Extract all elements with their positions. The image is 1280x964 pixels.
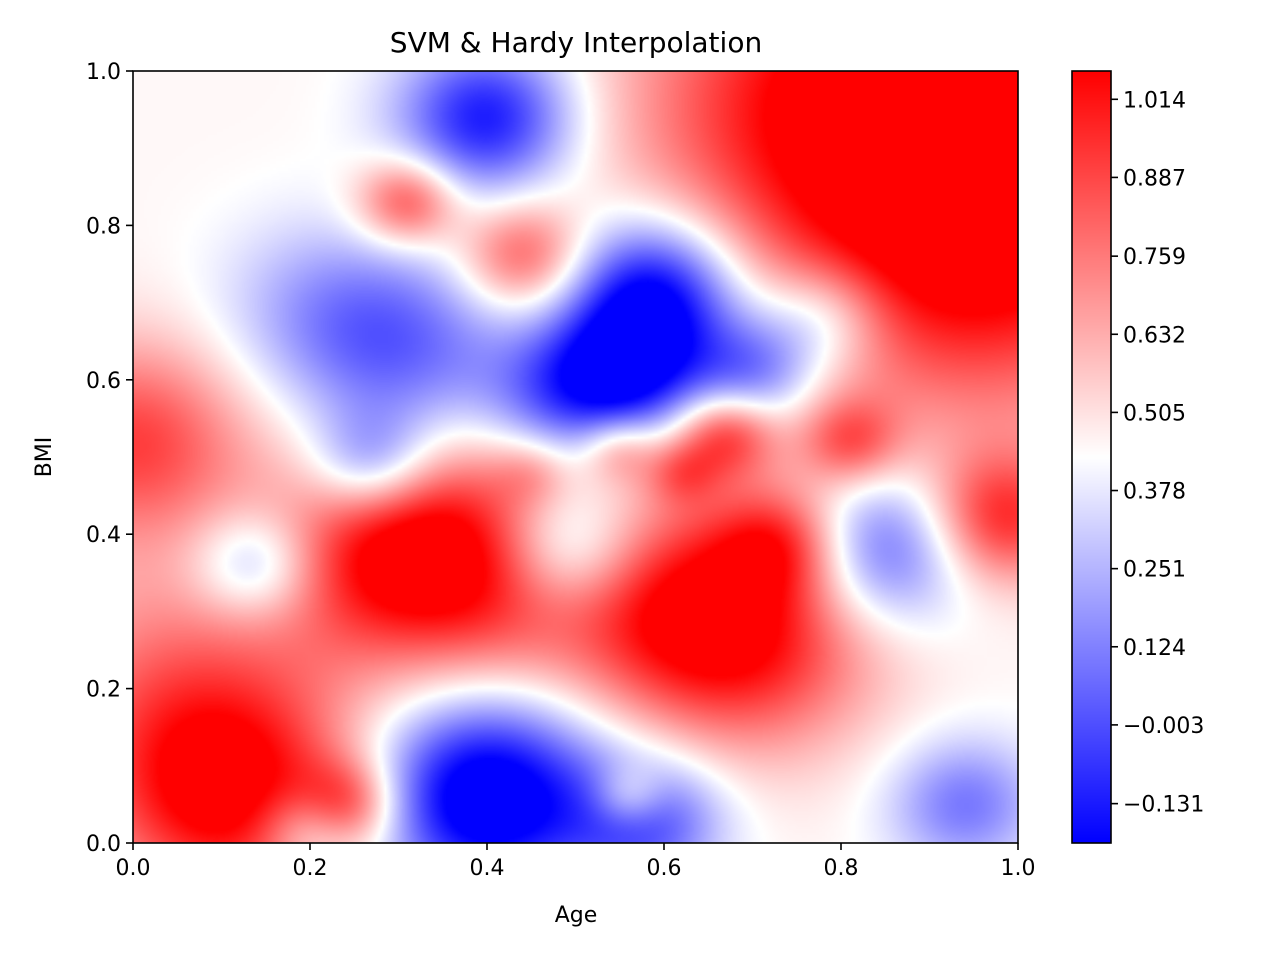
- x-axis-label: Age: [555, 903, 598, 928]
- colorbar-gradient: [1072, 71, 1111, 843]
- colorbar-tick-label: 0.378: [1123, 480, 1186, 505]
- colorbar-tick-label: 0.251: [1123, 558, 1186, 583]
- y-tick-label: 0.8: [86, 214, 121, 239]
- colorbar-tick-label: 0.887: [1123, 166, 1186, 191]
- colorbar-tick-label: 1.014: [1123, 88, 1186, 113]
- colorbar-ticks: −0.131 −0.003 0.124 0.251 0.378 0.505 0.632 0.7…: [1111, 88, 1204, 818]
- chart-title: SVM & Hardy Interpolation: [390, 26, 762, 59]
- x-tick-label: 1.0: [1001, 856, 1036, 881]
- y-tick-label: 0.2: [86, 678, 121, 703]
- colorbar-tick-label: 0.632: [1123, 323, 1186, 348]
- y-axis-label: BMI: [32, 437, 57, 478]
- y-tick-label: 0.4: [86, 523, 121, 548]
- colorbar-tick-label: −0.003: [1123, 714, 1204, 739]
- x-tick-label: 0.0: [116, 856, 151, 881]
- plot-frame: [132, 70, 1019, 844]
- y-axis-ticks: 0.0 0.2 0.4 0.6 0.8 1.0: [86, 60, 133, 857]
- colorbar-tick-label: 0.759: [1123, 245, 1186, 270]
- colorbar-frame: [1071, 70, 1112, 844]
- x-tick-label: 0.2: [293, 856, 328, 881]
- x-axis-ticks: 0.0 0.2 0.4 0.6 0.8 1.0: [116, 843, 1036, 881]
- y-tick-label: 1.0: [86, 60, 121, 85]
- x-tick-label: 0.4: [470, 856, 505, 881]
- colorbar-tick-label: 0.124: [1123, 636, 1186, 661]
- y-tick-label: 0.6: [86, 369, 121, 394]
- x-tick-label: 0.8: [824, 856, 859, 881]
- colorbar-tick-label: 0.505: [1123, 401, 1186, 426]
- heatmap-image: [133, 71, 1018, 843]
- colorbar-tick-label: −0.131: [1123, 793, 1204, 818]
- x-tick-label: 0.6: [647, 856, 682, 881]
- y-tick-label: 0.0: [86, 832, 121, 857]
